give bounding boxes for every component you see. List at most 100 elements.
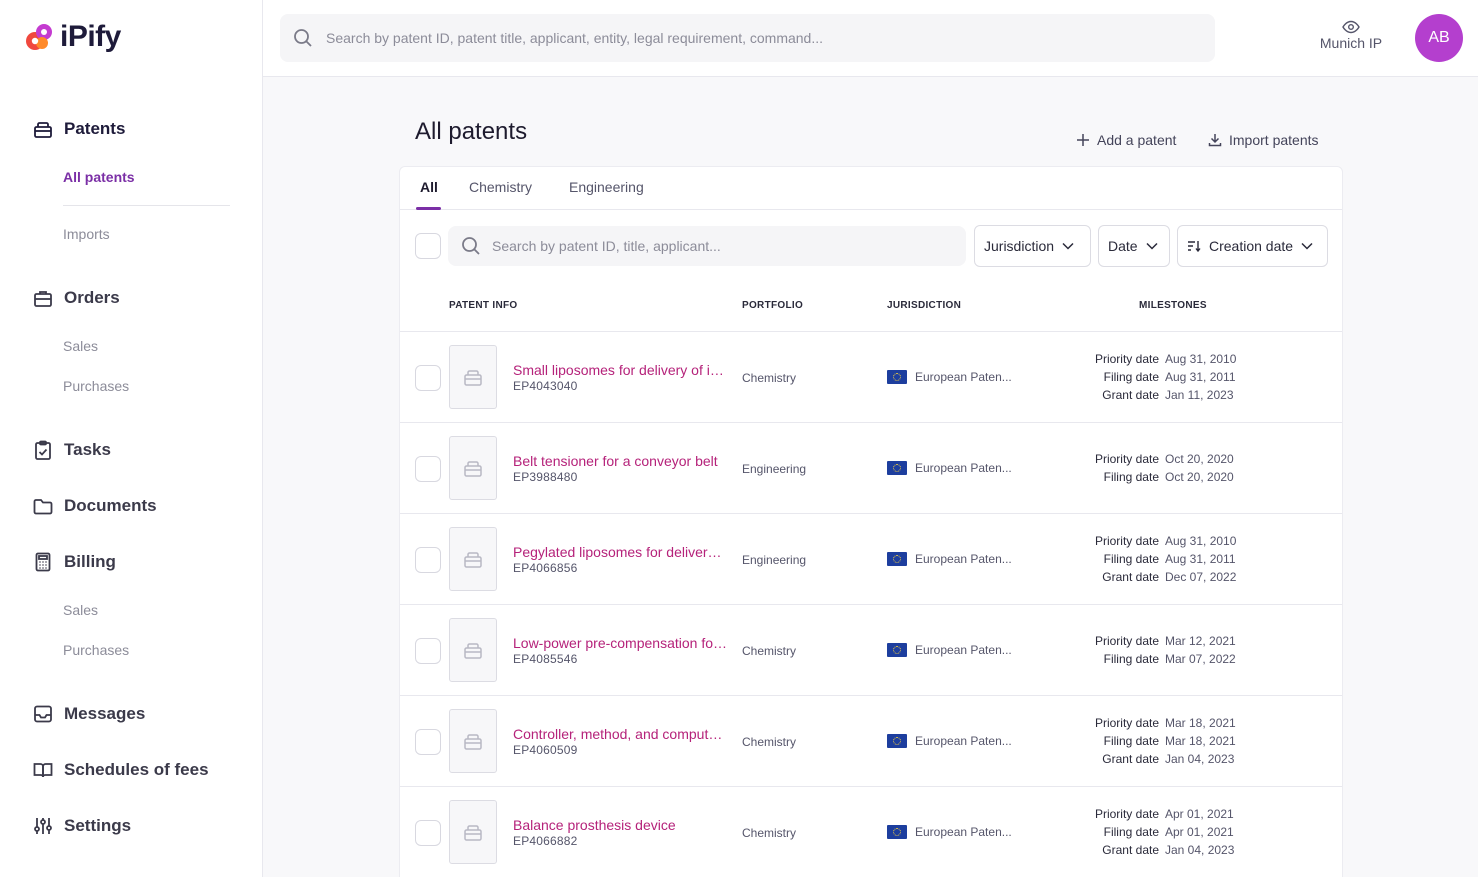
patent-row[interactable]: Controller, method, and computer program… <box>400 696 1342 787</box>
patent-title[interactable]: Balance prosthesis device <box>513 817 676 833</box>
top-bar: Munich IP AB <box>263 0 1478 77</box>
nav-schedules-of-fees[interactable]: Schedules of fees <box>32 759 209 781</box>
row-checkbox[interactable] <box>415 456 441 482</box>
milestone-line: Grant date Dec 07, 2022 <box>1080 568 1280 586</box>
patent-row[interactable]: Low-power pre-compensation for display E… <box>400 605 1342 696</box>
date-filter[interactable]: Date <box>1098 225 1170 267</box>
milestone-line: Grant date Jan 11, 2023 <box>1080 386 1280 404</box>
milestone-label: Grant date <box>1102 388 1159 402</box>
nav-orders-purchases[interactable]: Purchases <box>63 378 130 394</box>
sliders-icon <box>34 818 52 834</box>
patent-title[interactable]: Pegylated liposomes for delivery of immu… <box>513 544 728 560</box>
patent-portfolio: Chemistry <box>742 735 797 749</box>
patent-milestones: Priority date Mar 18, 2021 Filing date Mar … <box>1080 714 1280 768</box>
nav-orders-sales[interactable]: Sales <box>63 338 99 354</box>
patent-row[interactable]: Small liposomes for delivery of immunoge… <box>400 332 1342 423</box>
tab-engineering[interactable]: Engineering <box>569 179 644 195</box>
plus-icon <box>1077 134 1089 146</box>
search-icon <box>462 237 480 255</box>
row-checkbox[interactable] <box>415 820 441 846</box>
nav-billing-purchases[interactable]: Purchases <box>63 642 130 658</box>
nav-all-patents[interactable]: All patents <box>63 169 135 185</box>
nav-billing-sales[interactable]: Sales <box>63 602 99 618</box>
row-checkbox[interactable] <box>415 365 441 391</box>
nav-orders[interactable]: Orders <box>32 287 120 309</box>
milestone-date: Oct 20, 2020 <box>1165 470 1234 484</box>
milestone-label: Priority date <box>1094 352 1159 366</box>
milestone-line: Priority date Oct 20, 2020 <box>1080 450 1280 468</box>
tab-chemistry[interactable]: Chemistry <box>469 179 533 195</box>
patent-milestones: Priority date Oct 20, 2020 Filing date Oct … <box>1080 450 1280 486</box>
nav-billing[interactable]: Billing <box>32 551 116 573</box>
patent-portfolio: Chemistry <box>742 644 797 658</box>
nav-settings[interactable]: Settings <box>32 815 131 837</box>
inbox-icon <box>34 705 52 723</box>
row-checkbox[interactable] <box>415 547 441 573</box>
nav-divider <box>63 205 230 206</box>
sort-dropdown[interactable]: Creation date <box>1177 225 1328 267</box>
jurisdiction-filter-label: Jurisdiction <box>984 238 1055 254</box>
patent-row[interactable]: Belt tensioner for a conveyor belt EP398… <box>400 423 1342 514</box>
row-checkbox[interactable] <box>415 638 441 664</box>
user-avatar[interactable]: AB <box>1415 14 1463 62</box>
patent-search[interactable] <box>448 226 966 266</box>
milestone-date: Oct 20, 2020 <box>1165 452 1234 466</box>
app-logo[interactable]: iPify <box>22 20 121 54</box>
global-search-input[interactable] <box>326 30 1186 46</box>
milestone-date: Aug 31, 2010 <box>1165 534 1237 548</box>
patent-jurisdiction: European Paten... <box>887 734 1012 748</box>
milestone-date: Aug 31, 2010 <box>1165 352 1237 366</box>
patent-icon <box>464 552 482 568</box>
patent-icon <box>464 825 482 841</box>
patent-row[interactable]: Pegylated liposomes for delivery of immu… <box>400 514 1342 605</box>
row-checkbox[interactable] <box>415 729 441 755</box>
patent-thumbnail <box>449 436 497 500</box>
select-all-checkbox[interactable] <box>415 233 441 259</box>
patent-search-input[interactable] <box>492 238 952 254</box>
jurisdiction-name: European Paten... <box>915 552 1012 566</box>
eu-flag-icon <box>887 643 907 657</box>
milestone-date: Mar 18, 2021 <box>1165 716 1236 730</box>
patent-row[interactable]: Balance prosthesis device EP4066882 Chem… <box>400 787 1342 877</box>
milestone-line: Filing date Mar 07, 2022 <box>1080 650 1280 668</box>
nav-messages-label: Messages <box>64 704 146 723</box>
global-search[interactable] <box>280 14 1215 62</box>
milestone-label: Filing date <box>1103 825 1159 839</box>
nav-documents[interactable]: Documents <box>32 495 157 517</box>
tab-all[interactable]: All <box>420 179 438 195</box>
column-header-patent-info: PATENT INFO <box>449 300 518 311</box>
nav-messages[interactable]: Messages <box>32 703 145 725</box>
patent-title[interactable]: Controller, method, and computer program <box>513 726 728 742</box>
nav-imports[interactable]: Imports <box>63 226 110 242</box>
patent-portfolio: Engineering <box>742 462 807 476</box>
nav-tasks[interactable]: Tasks <box>32 439 111 461</box>
patent-title[interactable]: Small liposomes for delivery of immunoge… <box>513 362 728 378</box>
patent-icon <box>464 734 482 750</box>
patent-icon <box>464 461 482 477</box>
sort-icon <box>1188 241 1201 252</box>
nav-patents[interactable]: Patents <box>32 118 125 140</box>
milestone-date: Dec 07, 2022 <box>1165 570 1237 584</box>
milestone-line: Priority date Mar 12, 2021 <box>1080 632 1280 650</box>
patent-title[interactable]: Belt tensioner for a conveyor belt <box>513 453 718 469</box>
jurisdiction-name: European Paten... <box>915 734 1012 748</box>
patent-title[interactable]: Low-power pre-compensation for display <box>513 635 728 651</box>
ipify-logo-icon <box>26 24 52 50</box>
jurisdiction-name: European Paten... <box>915 461 1012 475</box>
patent-jurisdiction: European Paten... <box>887 552 1012 566</box>
add-patent-button[interactable]: Add a patent <box>1076 132 1176 148</box>
column-header-milestones: MILESTONES <box>1139 300 1207 311</box>
patent-thumbnail <box>449 345 497 409</box>
import-patents-button[interactable]: Import patents <box>1208 132 1319 148</box>
patent-jurisdiction: European Paten... <box>887 643 1012 657</box>
active-tab-indicator <box>416 207 441 210</box>
milestone-date: Mar 18, 2021 <box>1165 734 1236 748</box>
patent-thumbnail <box>449 800 497 864</box>
nav-orders-label: Orders <box>64 288 120 307</box>
organization-switcher[interactable]: Munich IP <box>1318 20 1384 51</box>
milestone-label: Grant date <box>1102 752 1159 766</box>
patent-portfolio: Chemistry <box>742 371 797 385</box>
column-header-jurisdiction: JURISDICTION <box>887 300 962 311</box>
milestone-line: Grant date Jan 04, 2023 <box>1080 841 1280 859</box>
jurisdiction-filter[interactable]: Jurisdiction <box>974 225 1091 267</box>
